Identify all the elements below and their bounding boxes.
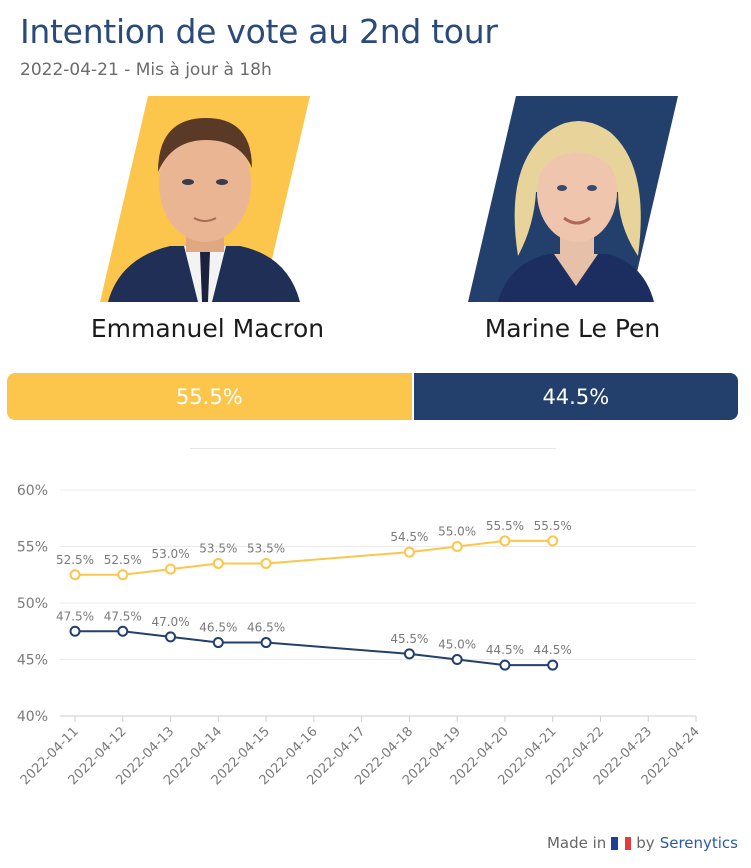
data-point [117, 569, 129, 581]
vote-share-macron: 55.5% [7, 373, 412, 420]
y-tick-label: 40% [17, 709, 48, 725]
french-flag-icon [611, 836, 632, 850]
lepen-portrait [468, 96, 678, 302]
data-label: 53.5% [199, 541, 237, 555]
data-label: 44.5% [534, 643, 572, 657]
data-label: 47.0% [151, 615, 189, 629]
data-label: 55.5% [486, 519, 524, 533]
data-label: 55.5% [534, 519, 572, 533]
data-point [165, 563, 177, 575]
data-point [451, 541, 463, 552]
data-point [212, 637, 224, 649]
candidate-name-macron: Emmanuel Macron [90, 314, 325, 343]
data-point [499, 659, 511, 671]
data-label: 52.5% [56, 553, 94, 567]
macron-portrait [100, 96, 310, 302]
data-point [212, 557, 224, 569]
serenytics-link[interactable]: Serenytics [659, 834, 738, 852]
y-tick-label: 60% [17, 483, 48, 499]
section-divider [190, 448, 556, 449]
data-label: 45.0% [438, 638, 476, 652]
y-tick-label: 55% [17, 540, 48, 556]
data-point [403, 648, 415, 660]
data-label: 55.0% [438, 525, 476, 539]
vote-share-bar: 55.5% 44.5% [7, 373, 738, 420]
data-point [451, 654, 463, 665]
footer: Made in by Serenytics [547, 834, 738, 852]
data-point [499, 535, 511, 547]
data-label: 53.0% [151, 547, 189, 561]
data-point [117, 625, 129, 637]
made-in-text: Made in [546, 834, 607, 852]
series-line [75, 539, 553, 576]
vote-share-lepen: 44.5% [411, 373, 738, 420]
data-point [69, 569, 81, 581]
data-label: 45.5% [390, 632, 428, 646]
candidate-name-lepen: Marine Le Pen [484, 314, 661, 343]
data-point [260, 557, 272, 569]
series-line [75, 630, 553, 667]
data-point [165, 631, 177, 643]
data-point [403, 546, 415, 558]
data-label: 52.5% [104, 553, 142, 567]
data-label: 47.5% [56, 609, 94, 623]
data-label: 46.5% [199, 621, 237, 635]
data-label: 54.5% [390, 530, 428, 544]
data-point [547, 535, 559, 547]
y-tick-label: 45% [17, 653, 48, 669]
data-point [260, 637, 272, 649]
page-title: Intention de vote au 2nd tour [20, 12, 498, 51]
line-chart: 40%45%50%55%60%2022-04-112022-04-122022-… [17, 483, 703, 788]
data-label: 46.5% [247, 621, 285, 635]
y-tick-label: 50% [17, 596, 48, 612]
data-label: 44.5% [486, 643, 524, 657]
data-label: 53.5% [247, 541, 285, 555]
by-text: by [636, 834, 655, 852]
data-label: 47.5% [104, 609, 142, 623]
data-point [69, 625, 81, 637]
page-subtitle: 2022-04-21 - Mis à jour à 18h [20, 60, 272, 80]
data-point [547, 659, 559, 671]
